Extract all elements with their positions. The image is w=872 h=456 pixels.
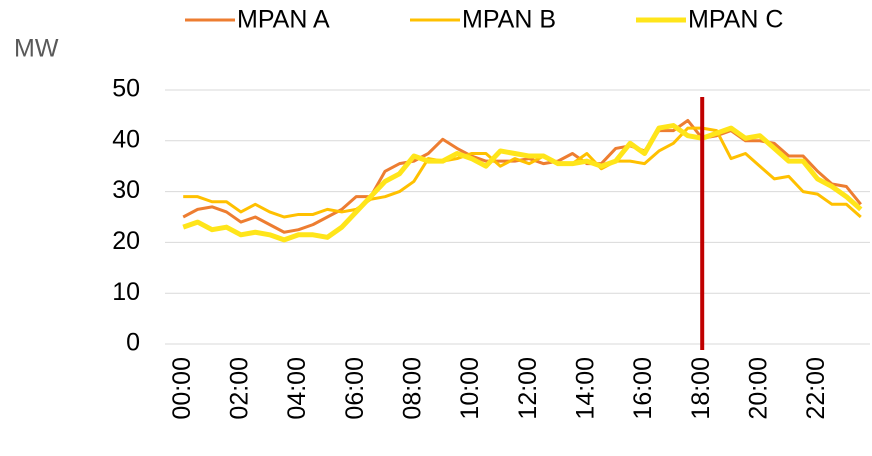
legend-label: MPAN B [462, 6, 556, 34]
x-tick-label: 00:00 [168, 357, 196, 420]
y-tick-label: 50 [112, 75, 140, 103]
x-tick-label: 22:00 [802, 357, 830, 420]
legend-label: MPAN C [688, 6, 783, 34]
x-tick-label: 08:00 [398, 357, 426, 420]
x-tick-label: 16:00 [629, 357, 657, 420]
x-tick-label: 18:00 [687, 357, 715, 420]
y-tick-label: 40 [112, 125, 140, 153]
x-tick-label: 12:00 [514, 357, 542, 420]
x-tick-label: 04:00 [283, 357, 311, 420]
y-tick-label: 20 [112, 227, 140, 255]
legend-label: MPAN A [237, 6, 330, 34]
x-tick-label: 06:00 [341, 357, 369, 420]
x-tick-label: 20:00 [744, 357, 772, 420]
series-line [182, 123, 863, 243]
x-tick-label: 10:00 [456, 357, 484, 420]
y-tick-label: 30 [112, 176, 140, 204]
series-line [183, 126, 862, 219]
x-tick-label: 02:00 [225, 357, 253, 420]
y-tick-label: 10 [112, 278, 140, 306]
y-tick-label: 0 [126, 329, 140, 357]
x-tick-label: 14:00 [571, 357, 599, 420]
y-axis-label: MW [14, 35, 59, 63]
